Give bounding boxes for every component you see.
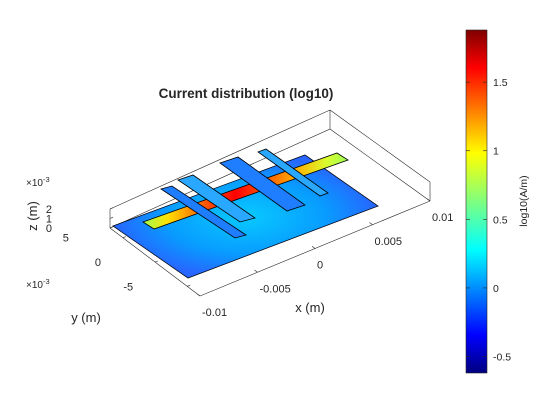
chart-title: Current distribution (log10) [159, 86, 334, 101]
y-axis-label: y (m) [71, 310, 101, 325]
x-tick-mark [311, 245, 316, 249]
y-tick-mark [154, 260, 159, 263]
z-axis-ticks: 012 [46, 204, 114, 235]
x-axis-label: x (m) [295, 300, 325, 315]
z-tick-label: 0 [46, 223, 52, 235]
colorbar-tick-label: 0 [493, 283, 499, 295]
colorbar-tick-label: 1.5 [493, 77, 508, 89]
strip-2 [177, 174, 256, 223]
x-tick-label: 0.01 [432, 212, 453, 224]
parasitic-strips [160, 148, 329, 239]
strip-4 [257, 148, 329, 197]
x-tick-label: 0.005 [375, 236, 403, 248]
z-tick-mark [109, 207, 114, 210]
strip-3 [219, 156, 306, 212]
z-exponent-label: ×10-3 [26, 175, 50, 189]
colorbar-tick-label: -0.5 [493, 352, 511, 364]
z-axis-label: z (m) [25, 201, 40, 231]
colorbar-tick-label: 0.5 [493, 214, 508, 226]
box-back-right-edge [329, 109, 431, 201]
y-tick-label: -5 [123, 281, 133, 293]
x-axis-ticks: -0.01 -0.005 0 0.005 0.01 [196, 198, 453, 319]
colorbar-ticks: -0.5 0 0.5 1 1.5 [466, 77, 511, 364]
z-tick-mark [109, 216, 114, 219]
x-tick-label: 0 [317, 260, 323, 272]
y-axis-ticks: -5 0 5 [63, 233, 191, 293]
x-tick-label: -0.005 [260, 283, 291, 295]
y-tick-mark [187, 285, 191, 287]
colorbar-gradient [465, 29, 488, 374]
y-tick-label: 0 [95, 257, 101, 269]
colorbar-label: log10(A/m) [518, 175, 530, 226]
z-tick-mark [109, 226, 114, 229]
x-tick-mark [254, 269, 258, 273]
colorbar: -0.5 0 0.5 1 1.5 log10(A/m) [465, 29, 530, 374]
strip-1 [160, 185, 247, 239]
y-exponent-label: ×10-3 [26, 277, 50, 291]
x-tick-mark [196, 293, 201, 297]
z-tick-label: 1 [46, 214, 52, 226]
y-tick-label: 5 [63, 233, 69, 245]
x-tick-mark [426, 198, 431, 202]
z-tick-label: 2 [46, 204, 52, 216]
x-tick-mark [369, 222, 373, 225]
box-top-left-edge [109, 109, 331, 210]
box-back-floor-edge [329, 128, 431, 202]
x-tick-label: -0.01 [202, 307, 227, 319]
colorbar-tick-label: 1 [493, 146, 499, 158]
y-tick-mark [122, 236, 126, 238]
